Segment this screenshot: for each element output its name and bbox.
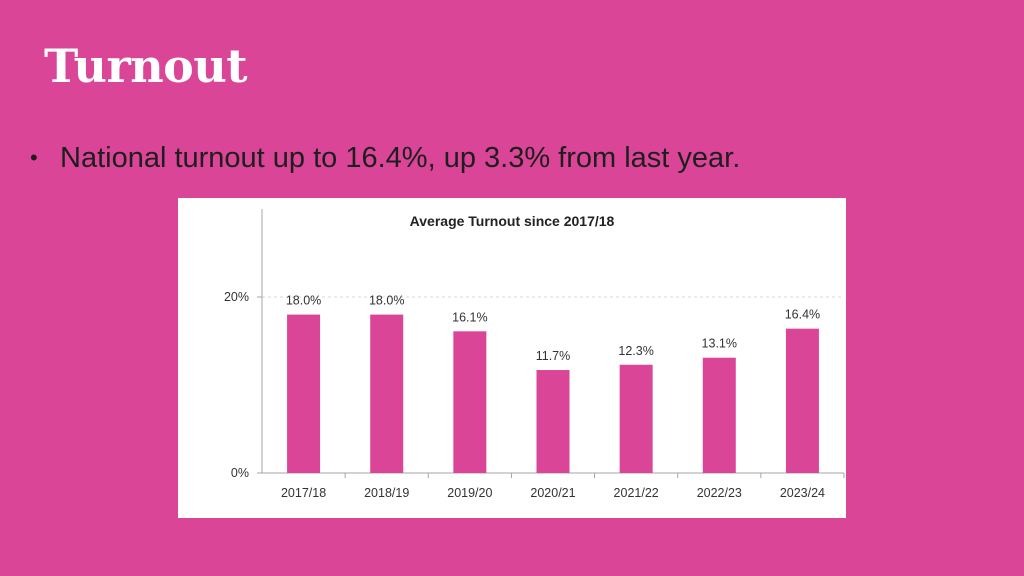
data-label: 16.1% <box>452 310 487 324</box>
data-label: 11.7% <box>536 349 571 363</box>
slide-title: Turnout <box>44 39 248 93</box>
x-tick-label: 2023/24 <box>780 486 825 500</box>
bullet-text: National turnout up to 16.4%, up 3.3% fr… <box>60 142 741 174</box>
x-tick-label: 2022/23 <box>697 486 742 500</box>
data-label: 18.0% <box>369 294 404 308</box>
bar <box>536 370 570 473</box>
data-label: 16.4% <box>785 308 820 322</box>
bullet-item: • National turnout up to 16.4%, up 3.3% … <box>30 136 740 180</box>
chart-title: Average Turnout since 2017/18 <box>410 213 615 229</box>
data-label: 13.1% <box>702 337 737 351</box>
turnout-bar-chart: Average Turnout since 2017/18 18.0% 18.0%… <box>224 209 845 500</box>
bullet-marker: • <box>30 145 38 170</box>
bars <box>287 314 819 473</box>
y-tick-label: 20% <box>224 290 249 304</box>
data-label: 18.0% <box>286 294 321 308</box>
y-tick-label: 0% <box>231 466 249 480</box>
data-label: 12.3% <box>618 344 653 358</box>
bar <box>702 357 736 473</box>
bar <box>370 314 404 473</box>
x-tick-label: 2019/20 <box>447 486 492 500</box>
bullet-list: • National turnout up to 16.4%, up 3.3% … <box>30 136 740 180</box>
x-tick-label: 2020/21 <box>530 486 575 500</box>
data-labels: 18.0% 18.0% 16.1% 11.7% 12.3% 13.1% 16.4% <box>286 294 820 363</box>
tick-labels: 0% 20% 2017/18 2018/19 2019/20 2020/21 2021/22… <box>224 290 825 500</box>
x-tick-label: 2021/22 <box>614 486 659 500</box>
x-tick-label: 2018/19 <box>364 486 409 500</box>
bar <box>785 328 819 473</box>
x-tick-label: 2017/18 <box>281 486 326 500</box>
bar <box>619 364 653 473</box>
bar <box>287 314 321 473</box>
bar <box>453 331 487 473</box>
chart-panel: Average Turnout since 2017/18 18.0% 18.0%… <box>178 198 846 518</box>
